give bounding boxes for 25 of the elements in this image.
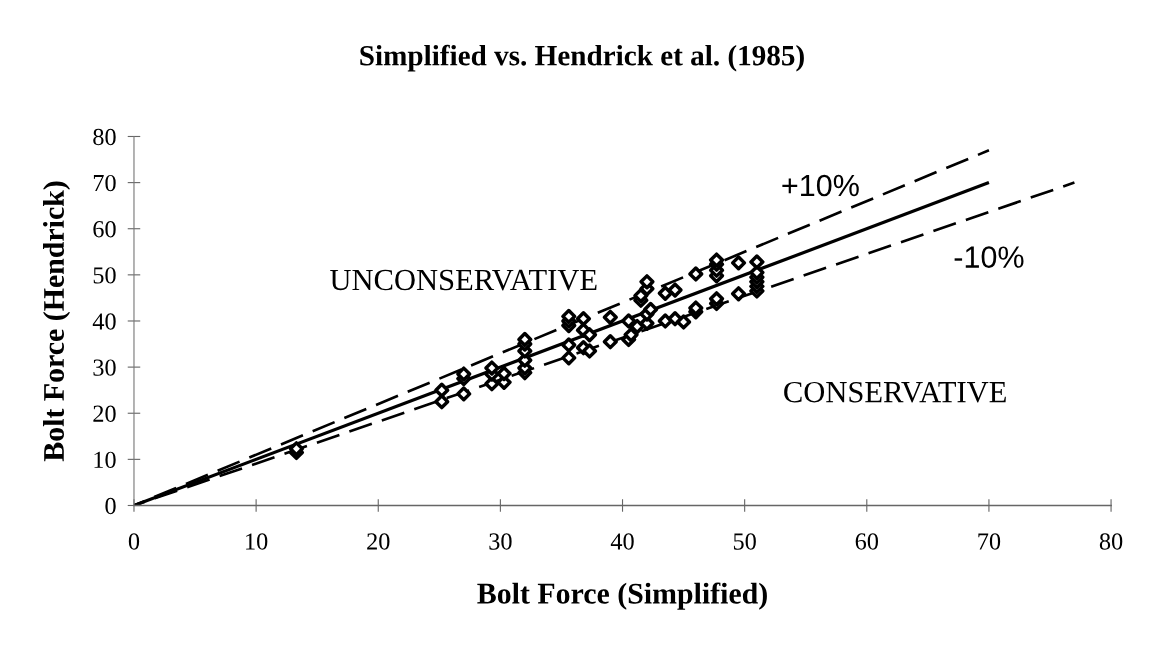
annotation: +10% (782, 174, 859, 197)
y-tick-label: 50 (93, 267, 116, 284)
x-tick-label: 10 (246, 533, 268, 550)
y-tick-label: 20 (93, 405, 116, 422)
y-axis-title: Bolt Force (Hendrick) (43, 181, 71, 462)
x-tick-label: 40 (610, 533, 634, 550)
x-tick-label: 80 (1099, 533, 1123, 550)
annotation: -10% (954, 246, 1024, 268)
x-tick-label: 30 (489, 533, 512, 550)
y-tick-label: 70 (93, 174, 116, 192)
y-tick-label: 30 (93, 359, 116, 376)
x-axis-title: Bolt Force (Simplified) (477, 582, 767, 610)
x-tick-label: 50 (733, 533, 756, 550)
annotation: CONSERVATIVE (784, 381, 1006, 403)
y-tick-label: 80 (93, 128, 116, 146)
y-tick-label: 10 (94, 451, 116, 469)
y-tick-label: 40 (92, 313, 116, 330)
y-tick-label: 60 (93, 221, 116, 238)
x-tick-label: 20 (367, 533, 390, 550)
x-tick-label: 70 (978, 533, 1001, 550)
x-tick-label: 60 (855, 533, 879, 550)
annotation: UNCONSERVATIVE (330, 269, 597, 291)
chart-title: Simplified vs. Hendrick et al. (1985) (360, 44, 804, 72)
x-tick-label: 0 (128, 533, 140, 550)
y-tick-label: 0 (105, 497, 116, 515)
